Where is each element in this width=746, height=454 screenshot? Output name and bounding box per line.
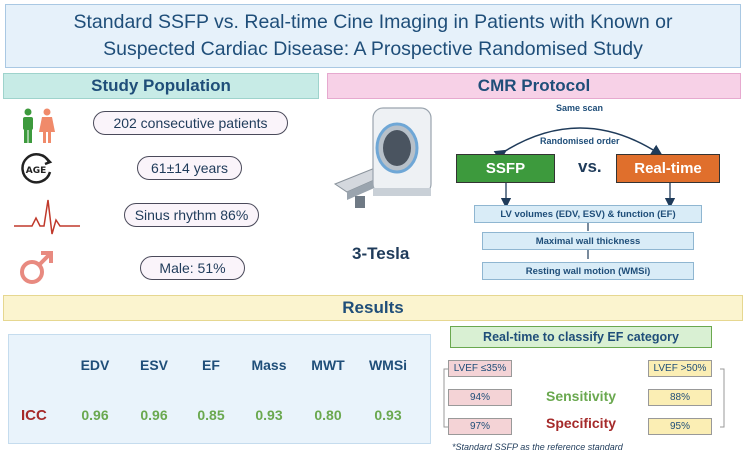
randomised-order-label: Randomised order xyxy=(540,136,620,146)
icc-col-esv: ESV xyxy=(139,357,168,373)
lvef-low-label: LVEF ≤35% xyxy=(448,360,512,377)
footnote: *Standard SSFP as the reference standard xyxy=(452,442,623,452)
icc-col-mass: Mass xyxy=(251,357,287,373)
icc-col-mwt: MWT xyxy=(311,357,345,373)
high-specificity-value: 95% xyxy=(648,418,712,435)
specificity-label: Specificity xyxy=(545,415,617,431)
svg-text:AGE: AGE xyxy=(26,166,47,176)
icc-col-wmsi: WMSi xyxy=(368,357,408,373)
cmr-protocol-heading: CMR Protocol xyxy=(327,73,741,99)
vs-label: vs. xyxy=(578,157,602,176)
title-line-2: Suspected Cardiac Disease: A Prospective… xyxy=(103,38,643,60)
results-heading: Results xyxy=(3,295,743,321)
population-pill-patients: 202 consecutive patients xyxy=(93,111,288,135)
icc-table: EDV ESV EF Mass MWT WMSi ICC 0.96 0.96 0… xyxy=(8,334,431,444)
title-line-1: Standard SSFP vs. Real-time Cine Imaging… xyxy=(73,11,673,33)
male-symbol-icon xyxy=(18,248,54,286)
icc-col-edv: EDV xyxy=(80,357,110,373)
age-icon: AGE xyxy=(20,152,54,186)
icc-row-label: ICC xyxy=(21,407,47,424)
ssfp-box: SSFP xyxy=(456,154,555,183)
population-pill-age: 61±14 years xyxy=(137,156,242,180)
low-specificity-value: 97% xyxy=(448,418,512,435)
ef-connector-lines xyxy=(440,360,730,440)
icc-value-ef: 0.85 xyxy=(197,407,225,423)
icc-value-esv: 0.96 xyxy=(140,407,168,423)
protocol-step-wall-motion: Resting wall motion (WMSi) xyxy=(482,262,694,280)
protocol-step-wall-thickness: Maximal wall thickness xyxy=(482,232,694,250)
high-sensitivity-value: 88% xyxy=(648,389,712,406)
ecg-icon xyxy=(14,198,80,238)
protocol-step-lv-volumes: LV volumes (EDV, ESV) & function (EF) xyxy=(474,205,702,223)
population-pill-rhythm: Sinus rhythm 86% xyxy=(124,203,259,227)
randomised-order-arc xyxy=(490,115,670,162)
icc-value-mass: 0.93 xyxy=(255,407,283,423)
icc-value-wmsi: 0.93 xyxy=(374,407,402,423)
study-population-heading: Study Population xyxy=(3,73,319,99)
people-icon xyxy=(18,108,58,144)
icc-value-mwt: 0.80 xyxy=(314,407,342,423)
icc-col-ef: EF xyxy=(202,357,220,373)
sensitivity-label: Sensitivity xyxy=(545,388,617,404)
lvef-high-label: LVEF >50% xyxy=(648,360,712,377)
scanner-label: 3-Tesla xyxy=(352,244,410,263)
icc-value-edv: 0.96 xyxy=(81,407,109,423)
realtime-box: Real-time xyxy=(616,154,720,183)
ef-classification-heading: Real-time to classify EF category xyxy=(450,326,712,348)
mri-scanner-image xyxy=(325,104,435,212)
low-sensitivity-value: 94% xyxy=(448,389,512,406)
same-scan-label: Same scan xyxy=(556,103,604,113)
title-banner: Standard SSFP vs. Real-time Cine Imaging… xyxy=(5,4,741,68)
population-pill-male: Male: 51% xyxy=(140,256,245,280)
protocol-connector xyxy=(470,183,740,283)
